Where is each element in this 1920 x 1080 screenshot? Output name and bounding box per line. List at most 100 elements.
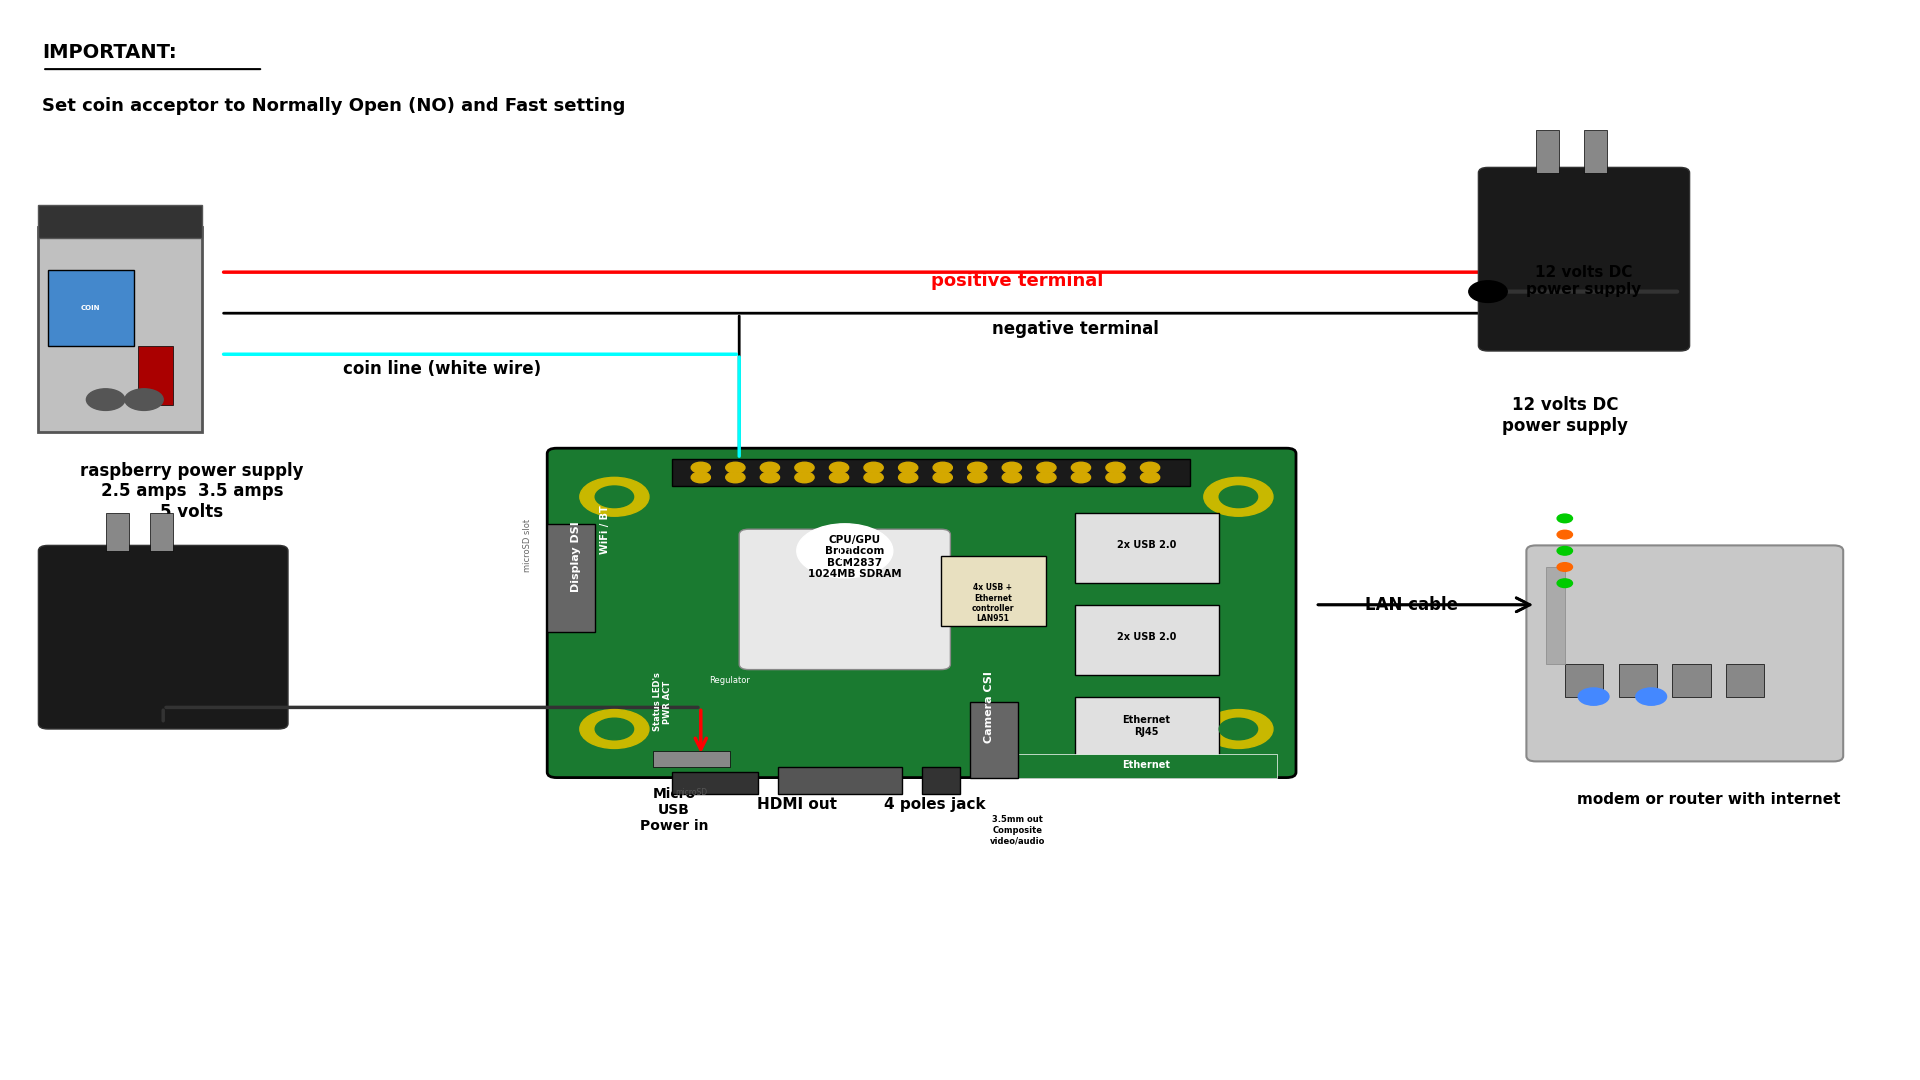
Circle shape — [1557, 530, 1572, 539]
Text: raspberry power supply
2.5 amps  3.5 amps
5 volts: raspberry power supply 2.5 amps 3.5 amps… — [81, 461, 303, 522]
FancyBboxPatch shape — [778, 767, 902, 794]
FancyBboxPatch shape — [48, 270, 134, 346]
FancyBboxPatch shape — [547, 524, 595, 632]
Text: coin line (white wire): coin line (white wire) — [342, 361, 541, 378]
Text: Camera CSI: Camera CSI — [983, 672, 995, 743]
FancyBboxPatch shape — [922, 767, 960, 794]
FancyBboxPatch shape — [739, 529, 950, 670]
FancyBboxPatch shape — [1478, 167, 1690, 351]
Circle shape — [1557, 579, 1572, 588]
Text: 2x USB 2.0: 2x USB 2.0 — [1117, 632, 1175, 643]
Circle shape — [968, 462, 987, 473]
Text: HDMI out: HDMI out — [756, 797, 837, 812]
Circle shape — [797, 524, 893, 578]
Circle shape — [1002, 462, 1021, 473]
Text: IMPORTANT:: IMPORTANT: — [42, 43, 177, 63]
FancyBboxPatch shape — [1619, 664, 1657, 697]
Circle shape — [1002, 472, 1021, 483]
FancyBboxPatch shape — [38, 227, 202, 432]
FancyBboxPatch shape — [1726, 664, 1764, 697]
Text: Display DSI: Display DSI — [570, 521, 582, 592]
Text: WiFi / BT: WiFi / BT — [599, 504, 611, 554]
FancyBboxPatch shape — [1536, 130, 1559, 173]
Circle shape — [86, 389, 125, 410]
Circle shape — [1037, 472, 1056, 483]
Text: 2x USB 2.0: 2x USB 2.0 — [1117, 540, 1175, 551]
Circle shape — [1219, 718, 1258, 740]
Text: Status LED's
PWR ACT: Status LED's PWR ACT — [653, 673, 672, 731]
Text: 🍓: 🍓 — [839, 541, 851, 561]
Circle shape — [760, 462, 780, 473]
Circle shape — [580, 477, 649, 516]
Text: modem or router with internet: modem or router with internet — [1576, 792, 1841, 807]
Circle shape — [933, 472, 952, 483]
Text: microSD slot: microSD slot — [524, 518, 532, 572]
FancyBboxPatch shape — [38, 545, 288, 729]
FancyBboxPatch shape — [547, 448, 1296, 778]
Circle shape — [1557, 546, 1572, 555]
FancyBboxPatch shape — [1018, 754, 1277, 778]
Circle shape — [691, 462, 710, 473]
Circle shape — [1204, 710, 1273, 748]
FancyBboxPatch shape — [672, 459, 1190, 486]
FancyBboxPatch shape — [970, 702, 1018, 778]
FancyBboxPatch shape — [138, 346, 173, 405]
FancyBboxPatch shape — [1075, 513, 1219, 583]
Circle shape — [1204, 477, 1273, 516]
Circle shape — [1557, 514, 1572, 523]
Text: CPU/GPU
Broadcom
BCM2837
1024MB SDRAM: CPU/GPU Broadcom BCM2837 1024MB SDRAM — [808, 535, 900, 579]
Circle shape — [1106, 462, 1125, 473]
Circle shape — [829, 472, 849, 483]
Circle shape — [1140, 462, 1160, 473]
Text: COIN: COIN — [81, 305, 100, 311]
Circle shape — [691, 472, 710, 483]
FancyBboxPatch shape — [1075, 605, 1219, 675]
Circle shape — [864, 472, 883, 483]
Text: LAN cable: LAN cable — [1365, 596, 1457, 613]
Circle shape — [760, 472, 780, 483]
Text: 12 volts DC
power supply: 12 volts DC power supply — [1526, 265, 1642, 297]
Circle shape — [899, 472, 918, 483]
Circle shape — [968, 472, 987, 483]
Circle shape — [1106, 472, 1125, 483]
FancyBboxPatch shape — [1672, 664, 1711, 697]
Text: negative terminal: negative terminal — [993, 321, 1158, 338]
Text: microSD: microSD — [676, 788, 707, 797]
Circle shape — [899, 462, 918, 473]
Circle shape — [1219, 486, 1258, 508]
Text: 3.5mm out
Composite
video/audio: 3.5mm out Composite video/audio — [991, 815, 1044, 846]
FancyBboxPatch shape — [672, 772, 758, 794]
FancyBboxPatch shape — [941, 556, 1046, 626]
Text: 12 volts DC
power supply: 12 volts DC power supply — [1501, 396, 1628, 435]
Circle shape — [595, 486, 634, 508]
Circle shape — [1140, 472, 1160, 483]
Text: Micro
USB
Power in: Micro USB Power in — [639, 787, 708, 833]
Circle shape — [125, 389, 163, 410]
Circle shape — [580, 710, 649, 748]
Circle shape — [1469, 281, 1507, 302]
Circle shape — [1636, 688, 1667, 705]
Circle shape — [829, 462, 849, 473]
Text: Set coin acceptor to Normally Open (NO) and Fast setting: Set coin acceptor to Normally Open (NO) … — [42, 97, 626, 116]
Circle shape — [795, 472, 814, 483]
Circle shape — [933, 462, 952, 473]
Text: positive terminal: positive terminal — [931, 272, 1104, 289]
FancyBboxPatch shape — [1546, 567, 1565, 664]
FancyBboxPatch shape — [1075, 697, 1219, 756]
Text: Regulator: Regulator — [708, 676, 751, 685]
FancyBboxPatch shape — [1565, 664, 1603, 697]
Circle shape — [726, 462, 745, 473]
Text: 4 poles jack: 4 poles jack — [885, 797, 985, 812]
Circle shape — [1071, 472, 1091, 483]
FancyBboxPatch shape — [150, 513, 173, 551]
Text: Ethernet
RJ45: Ethernet RJ45 — [1121, 715, 1171, 737]
FancyBboxPatch shape — [38, 205, 202, 238]
Circle shape — [1071, 462, 1091, 473]
Text: Ethernet: Ethernet — [1121, 759, 1171, 770]
FancyBboxPatch shape — [1584, 130, 1607, 173]
Circle shape — [864, 462, 883, 473]
Circle shape — [795, 462, 814, 473]
Text: 4x USB +
Ethernet
controller
LAN951: 4x USB + Ethernet controller LAN951 — [972, 583, 1014, 623]
Circle shape — [595, 718, 634, 740]
FancyBboxPatch shape — [1526, 545, 1843, 761]
